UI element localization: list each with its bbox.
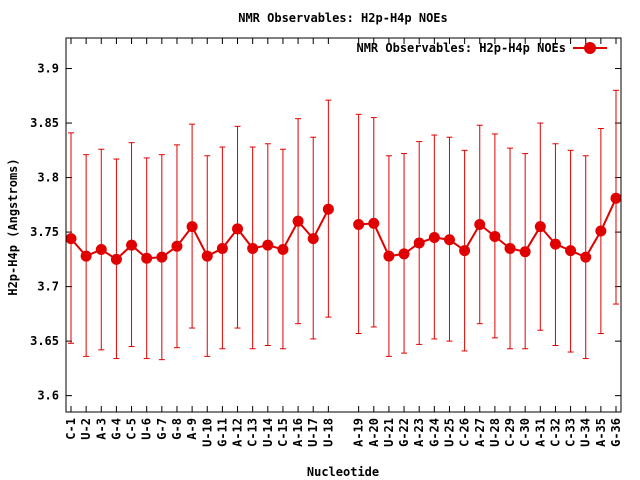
plot-frame — [65, 37, 622, 413]
series-lines — [70, 197, 617, 261]
data-point — [141, 252, 153, 264]
x-tick-label: A-23 — [412, 418, 426, 447]
data-point — [383, 250, 395, 262]
x-tick-label: C-30 — [518, 418, 532, 447]
y-tick-label: 3.7 — [37, 280, 59, 294]
series-line — [70, 208, 330, 261]
x-tick-label: U-21 — [382, 418, 396, 447]
data-point — [186, 221, 198, 233]
x-tick-label: A-3 — [94, 418, 108, 440]
x-tick-label: A-20 — [367, 418, 381, 447]
data-point — [247, 242, 259, 254]
data-point — [428, 232, 440, 244]
x-tick-label: C-13 — [246, 418, 260, 447]
x-tick-label: G-11 — [215, 418, 229, 447]
data-point — [307, 233, 319, 245]
data-point — [565, 245, 577, 257]
x-tick-label: A-9 — [185, 418, 199, 440]
data-point — [413, 237, 425, 249]
x-tick-label: G-24 — [427, 418, 441, 447]
y-axis-label: H2p-H4p (Angstroms) — [6, 158, 20, 295]
x-tick-label: U-34 — [579, 418, 593, 447]
x-tick-label: C-26 — [458, 418, 472, 447]
data-point — [610, 192, 622, 204]
data-point — [110, 253, 122, 265]
x-tick-label: G-4 — [109, 418, 123, 440]
x-tick-label: C-1 — [64, 418, 78, 440]
series-line — [358, 197, 617, 259]
x-tick-label: U-14 — [261, 418, 275, 447]
data-point — [489, 230, 501, 242]
y-tick-label: 3.9 — [37, 62, 59, 76]
x-tick-label: C-29 — [503, 418, 517, 447]
legend-marker — [584, 42, 596, 54]
data-point — [474, 218, 486, 230]
x-tick-label: G-22 — [397, 418, 411, 447]
data-point — [292, 215, 304, 227]
data-point — [322, 203, 334, 215]
legend-label: NMR Observables: H2p-H4p NOEs — [356, 41, 566, 55]
x-tick-label: U-17 — [306, 418, 320, 447]
x-tick-label: A-12 — [231, 418, 245, 447]
y-tick-label: 3.6 — [37, 389, 59, 403]
data-point — [171, 240, 183, 252]
data-point — [232, 223, 244, 235]
x-axis-label: Nucleotide — [307, 465, 379, 479]
data-point — [201, 250, 213, 262]
data-point — [353, 218, 365, 230]
y-tick-label: 3.65 — [30, 334, 59, 348]
x-tick-label: U-6 — [140, 418, 154, 440]
x-tick-label: U-25 — [442, 418, 456, 447]
x-tick-label: A-27 — [473, 418, 487, 447]
x-tick-label: G-7 — [155, 418, 169, 440]
x-tick-label: A-31 — [533, 418, 547, 447]
x-tick-label: A-35 — [594, 418, 608, 447]
x-tick-label: U-28 — [488, 418, 502, 447]
data-point — [95, 244, 107, 256]
data-point — [504, 242, 516, 254]
y-tick-label: 3.85 — [30, 116, 59, 130]
x-tick-label: C-33 — [564, 418, 578, 447]
data-point — [80, 250, 92, 262]
data-point — [65, 233, 77, 245]
data-points — [65, 192, 622, 265]
data-point — [262, 239, 274, 251]
x-tick-label: G-36 — [609, 418, 623, 447]
data-point — [459, 245, 471, 257]
x-tick-label: G-8 — [170, 418, 184, 440]
data-point — [519, 246, 531, 258]
x-tick-label: C-32 — [548, 418, 562, 447]
data-point — [368, 217, 380, 229]
chart-title: NMR Observables: H2p-H4p NOEs — [238, 11, 448, 25]
x-tick-label: C-15 — [276, 418, 290, 447]
data-point — [277, 244, 289, 256]
legend: NMR Observables: H2p-H4p NOEs — [356, 41, 607, 55]
x-tick-label: A-16 — [291, 418, 305, 447]
data-point — [216, 242, 228, 254]
y-tick-label: 3.8 — [37, 171, 59, 185]
data-point — [443, 234, 455, 246]
x-tick-label: U-2 — [79, 418, 93, 440]
x-tick-label: U-10 — [200, 418, 214, 447]
x-tick-label: U-18 — [321, 418, 335, 447]
data-point — [595, 225, 607, 237]
data-point — [549, 238, 561, 250]
data-point — [580, 251, 592, 263]
data-point — [156, 251, 168, 263]
data-point — [398, 248, 410, 260]
x-tick-label: C-5 — [125, 418, 139, 440]
data-point — [534, 221, 546, 233]
y-tick-label: 3.75 — [30, 225, 59, 239]
data-point — [126, 239, 138, 251]
x-tick-label: A-19 — [352, 418, 366, 447]
axis-layer: 3.63.653.73.753.83.853.9C-1 U-2 A-3 G-4 C-5 U… — [30, 38, 623, 447]
